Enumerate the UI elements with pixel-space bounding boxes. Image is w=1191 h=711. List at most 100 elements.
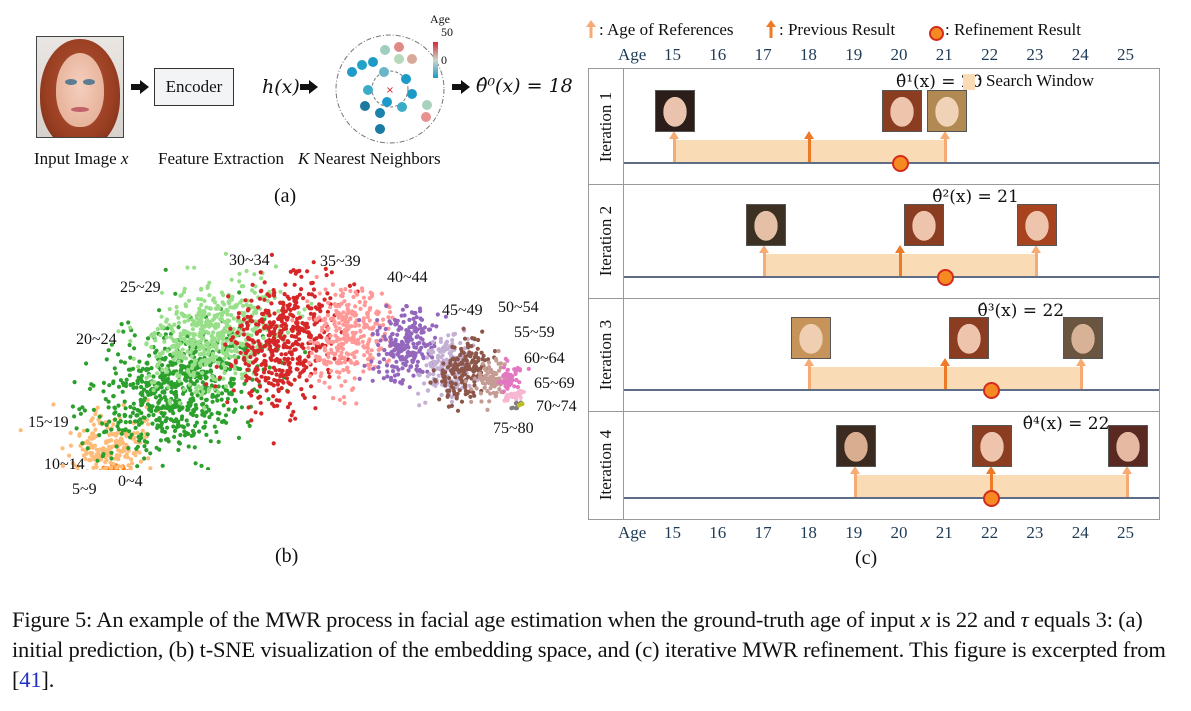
tsne-point: [336, 361, 341, 366]
tsne-point: [419, 345, 424, 350]
tsne-point: [252, 290, 257, 295]
tsne-point: [237, 271, 242, 276]
tsne-point: [225, 400, 230, 405]
tsne-point: [339, 350, 344, 355]
tsne-point: [365, 349, 370, 354]
tsne-point: [151, 374, 156, 379]
tsne-point: [265, 292, 270, 297]
tsne-point: [417, 367, 422, 373]
tsne-point: [341, 322, 346, 327]
tsne-point: [214, 347, 219, 352]
tsne-point: [340, 294, 345, 299]
tsne-point: [249, 345, 254, 351]
face-thumbnail: [881, 90, 922, 132]
tsne-point: [210, 318, 215, 323]
tsne-point: [201, 345, 206, 350]
tsne-point: [119, 431, 124, 436]
tsne-point: [189, 322, 195, 327]
tsne-point: [491, 390, 496, 395]
tsne-point: [363, 300, 368, 305]
tsne-point: [106, 444, 112, 449]
tsne-point: [342, 330, 347, 335]
tsne-point: [476, 356, 481, 361]
tsne-point: [281, 345, 286, 350]
tsne-point: [149, 380, 154, 385]
tsne-point: [312, 312, 317, 317]
tsne-point: [214, 364, 219, 369]
tsne-point: [224, 420, 229, 425]
tsne-point: [346, 352, 351, 357]
tsne-point: [149, 409, 154, 414]
tsne-point: [304, 325, 309, 330]
tsne-point: [121, 402, 126, 408]
tsne-point: [175, 374, 180, 379]
tsne-point: [180, 356, 186, 361]
tsne-point: [222, 302, 227, 307]
tsne-point: [156, 400, 161, 405]
tsne-point: [206, 345, 211, 350]
tsne-point: [432, 335, 438, 340]
tsne-point: [518, 390, 524, 395]
tsne-point: [430, 355, 435, 360]
tsne-point: [311, 260, 316, 265]
refinement-result-dot: [937, 269, 955, 286]
tsne-point: [273, 358, 278, 363]
tsne-point: [171, 411, 176, 416]
tsne-point: [276, 309, 281, 314]
tsne-point: [385, 374, 390, 379]
tsne-scatter-plot: [18, 251, 531, 470]
tsne-point: [177, 378, 182, 383]
tsne-point: [190, 396, 195, 401]
lower-reference-arrow: [804, 358, 815, 389]
tsne-point: [438, 339, 443, 344]
tsne-point: [235, 349, 240, 354]
tsne-point: [462, 383, 467, 388]
tsne-point: [348, 288, 353, 294]
tsne-point: [295, 324, 300, 329]
tsne-point: [464, 362, 469, 367]
tsne-point: [283, 321, 288, 327]
tsne-point: [201, 336, 206, 341]
tsne-point: [168, 352, 173, 357]
tsne-point: [507, 383, 512, 388]
tsne-point: [101, 380, 106, 385]
tsne-point: [246, 363, 251, 368]
tsne-point: [297, 292, 302, 297]
tsne-point: [309, 384, 314, 389]
tsne-point: [241, 284, 246, 289]
tsne-point: [452, 331, 458, 336]
tsne-point: [317, 305, 322, 311]
citation-link[interactable]: 41: [19, 667, 42, 692]
tsne-point: [306, 354, 311, 359]
tsne-point: [157, 447, 162, 452]
tsne-point: [224, 324, 229, 329]
tsne-point: [224, 339, 229, 344]
tsne-point: [176, 320, 182, 325]
tsne-point: [467, 383, 472, 388]
tsne-point: [305, 304, 311, 309]
tsne-point: [201, 412, 206, 417]
tsne-point: [211, 330, 216, 335]
top-age-axis-tick: 17: [754, 45, 772, 64]
tsne-point: [181, 289, 187, 295]
tsne-point: [101, 452, 106, 457]
tsne-point: [439, 392, 444, 397]
previous-arrow-legend-icon: [766, 20, 776, 38]
tsne-point: [185, 265, 190, 270]
tsne-point: [374, 321, 379, 326]
tsne-point: [283, 326, 289, 331]
tsne-point: [183, 338, 188, 344]
tsne-point: [247, 423, 252, 428]
tsne-point: [231, 376, 236, 382]
tsne-point: [138, 417, 143, 422]
tsne-point: [361, 295, 366, 300]
tsne-point: [215, 312, 220, 317]
tsne-point: [492, 349, 498, 354]
tsne-point: [337, 326, 342, 331]
tsne-point: [106, 348, 111, 353]
tsne-point: [358, 328, 363, 333]
caption-text: equals 3: (a) initial prediction, (b) t-…: [12, 607, 1166, 662]
tsne-point: [182, 433, 188, 438]
tsne-point: [273, 368, 278, 373]
tsne-point: [304, 321, 309, 326]
